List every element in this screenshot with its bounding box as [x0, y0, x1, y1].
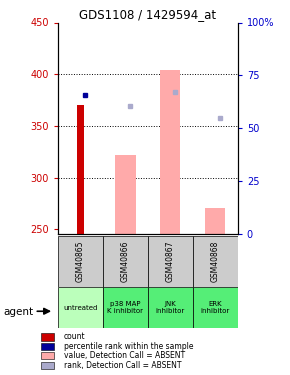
Bar	[160, 70, 180, 234]
Bar	[103, 287, 148, 328]
Bar	[205, 207, 225, 234]
Text: p38 MAP
K inhibitor: p38 MAP K inhibitor	[107, 301, 144, 314]
Text: GSM40865: GSM40865	[76, 241, 85, 282]
Bar	[193, 236, 238, 287]
Bar	[41, 352, 54, 359]
Text: value, Detection Call = ABSENT: value, Detection Call = ABSENT	[64, 351, 185, 360]
Text: untreated: untreated	[63, 304, 98, 310]
Text: rank, Detection Call = ABSENT: rank, Detection Call = ABSENT	[64, 361, 181, 370]
Text: percentile rank within the sample: percentile rank within the sample	[64, 342, 193, 351]
Text: JNK
inhibitor: JNK inhibitor	[156, 301, 185, 314]
Text: agent: agent	[3, 307, 33, 317]
Text: ERK
inhibitor: ERK inhibitor	[201, 301, 230, 314]
Text: count: count	[64, 333, 85, 342]
Bar	[58, 287, 103, 328]
Bar	[41, 343, 54, 350]
Bar	[77, 105, 84, 234]
Bar	[41, 362, 54, 369]
Bar	[193, 287, 238, 328]
Bar	[148, 287, 193, 328]
Bar	[41, 333, 54, 340]
Text: GSM40867: GSM40867	[166, 241, 175, 282]
Bar	[58, 236, 103, 287]
Title: GDS1108 / 1429594_at: GDS1108 / 1429594_at	[79, 8, 216, 21]
Text: GSM40866: GSM40866	[121, 241, 130, 282]
Text: GSM40868: GSM40868	[211, 241, 220, 282]
Bar	[103, 236, 148, 287]
Bar	[115, 155, 135, 234]
Bar	[148, 236, 193, 287]
